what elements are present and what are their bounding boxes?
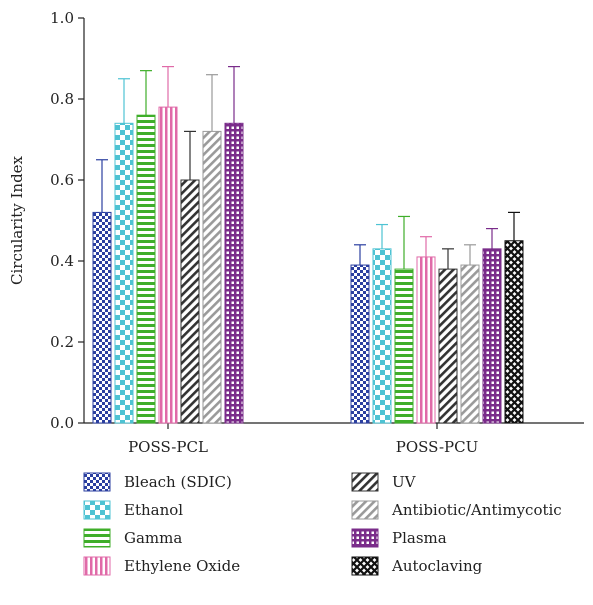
legend-swatch xyxy=(351,472,379,492)
bar xyxy=(350,264,370,424)
bar xyxy=(92,211,112,424)
y-tick-label: 1.0 xyxy=(50,9,74,27)
legend-swatch xyxy=(83,528,111,548)
bar xyxy=(416,256,436,424)
y-tick-label: 0.4 xyxy=(50,252,74,270)
y-tick-label: 0.0 xyxy=(50,414,74,432)
bar xyxy=(372,248,392,424)
legend-swatch xyxy=(83,556,111,576)
bars xyxy=(92,65,524,424)
legend-label: Autoclaving xyxy=(391,557,483,575)
legend-label: Antibiotic/Antimycotic xyxy=(391,501,562,519)
legend-swatch xyxy=(83,472,111,492)
y-tick-label: 0.2 xyxy=(50,333,74,351)
bar xyxy=(136,114,156,424)
legend-swatch xyxy=(351,500,379,520)
bar xyxy=(158,106,178,424)
bar xyxy=(202,130,222,424)
x-tick-label: POSS-PCU xyxy=(396,438,479,456)
bar xyxy=(224,122,244,424)
y-tick-label: 0.8 xyxy=(50,90,74,108)
legend-label: Gamma xyxy=(124,529,182,547)
axes: 0.0 0.2 0.4 0.6 0.8 1.0 Circularity Index POSS-… xyxy=(8,9,584,456)
legend: Bleach (SDIC) Ethanol Gamma Ethylene Oxide U… xyxy=(83,472,562,576)
bar xyxy=(394,268,414,424)
legend-label: Bleach (SDIC) xyxy=(124,473,232,491)
legend-label: Ethanol xyxy=(124,501,183,519)
bar xyxy=(504,240,524,424)
legend-swatch xyxy=(351,556,379,576)
x-tick-label: POSS-PCL xyxy=(128,438,208,456)
bar xyxy=(180,179,200,424)
bar xyxy=(482,248,502,424)
y-axis-label: Circularity Index xyxy=(8,155,26,285)
bar xyxy=(438,268,458,424)
y-tick-label: 0.6 xyxy=(50,171,74,189)
bar xyxy=(114,122,134,424)
legend-label: Ethylene Oxide xyxy=(124,557,240,575)
legend-swatch xyxy=(83,500,111,520)
legend-label: UV xyxy=(392,473,417,491)
legend-label: Plasma xyxy=(392,529,447,547)
legend-swatch xyxy=(351,528,379,548)
bar xyxy=(460,264,480,424)
